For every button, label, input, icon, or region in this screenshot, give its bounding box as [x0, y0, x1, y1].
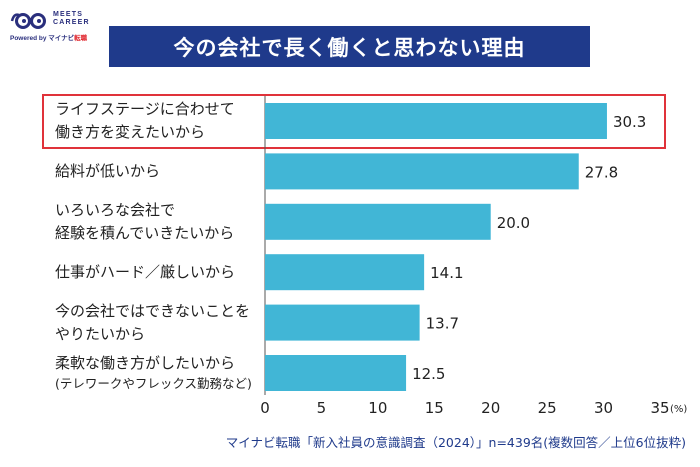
- category-label: いろいろな会社で 経験を積んでいきたいから: [55, 200, 235, 242]
- highlight-box: [42, 94, 666, 149]
- x-tick-label: 10: [368, 399, 387, 417]
- bar: [265, 203, 491, 240]
- category-label: 柔軟な働き方がしたいから (テレワークやフレックス勤務など): [55, 352, 252, 393]
- data-label: 13.7: [426, 315, 459, 333]
- bar: [265, 254, 425, 291]
- category-label: 給料が低いから: [55, 161, 161, 180]
- data-label: 14.1: [430, 264, 463, 282]
- meets-career-logo: MEETS CAREER Powered by マイナビ転職: [10, 8, 115, 44]
- bar: [265, 153, 579, 190]
- data-label: 30.3: [613, 113, 646, 131]
- logo-powered-by: Powered by マイナビ転職: [10, 32, 87, 42]
- logo-eyes-icon: [10, 13, 46, 29]
- x-unit-label: (%): [670, 404, 687, 415]
- logo-partner-suffix: 転職: [74, 35, 88, 42]
- bar: [265, 103, 607, 139]
- category-label: 今の会社ではできないことを やりたいから: [55, 301, 251, 343]
- data-label: 20.0: [497, 214, 530, 232]
- x-tick-label: 25: [538, 399, 557, 417]
- bar: [265, 355, 407, 391]
- x-tick-label: 5: [317, 399, 327, 417]
- source-note: マイナビ転職「新入社員の意識調査（2024）」n=439名(複数回答／上位6位抜…: [225, 435, 686, 450]
- logo-brand-text: MEETS CAREER: [53, 11, 90, 26]
- x-tick-label: 20: [481, 399, 500, 417]
- chart-title: 今の会社で長く働くと思わない理由: [109, 26, 590, 67]
- logo-powered-label: Powered by: [10, 35, 47, 42]
- x-tick-label: 0: [260, 399, 270, 417]
- data-label: 12.5: [412, 365, 445, 383]
- category-label: 仕事がハード／厳しいから: [55, 262, 236, 281]
- x-tick-label: 30: [594, 399, 613, 417]
- category-label-line: 柔軟な働き方がしたいから: [55, 354, 236, 372]
- category-label: ライフステージに合わせて 働き方を変えたいから: [55, 100, 235, 141]
- category-label-line: (テレワークやフレックス勤務など): [55, 376, 252, 391]
- logo-partner: マイナビ: [48, 35, 75, 42]
- bar: [265, 304, 420, 341]
- x-tick-label: 35: [650, 399, 669, 417]
- x-tick-label: 15: [425, 399, 444, 417]
- data-label: 27.8: [585, 163, 618, 181]
